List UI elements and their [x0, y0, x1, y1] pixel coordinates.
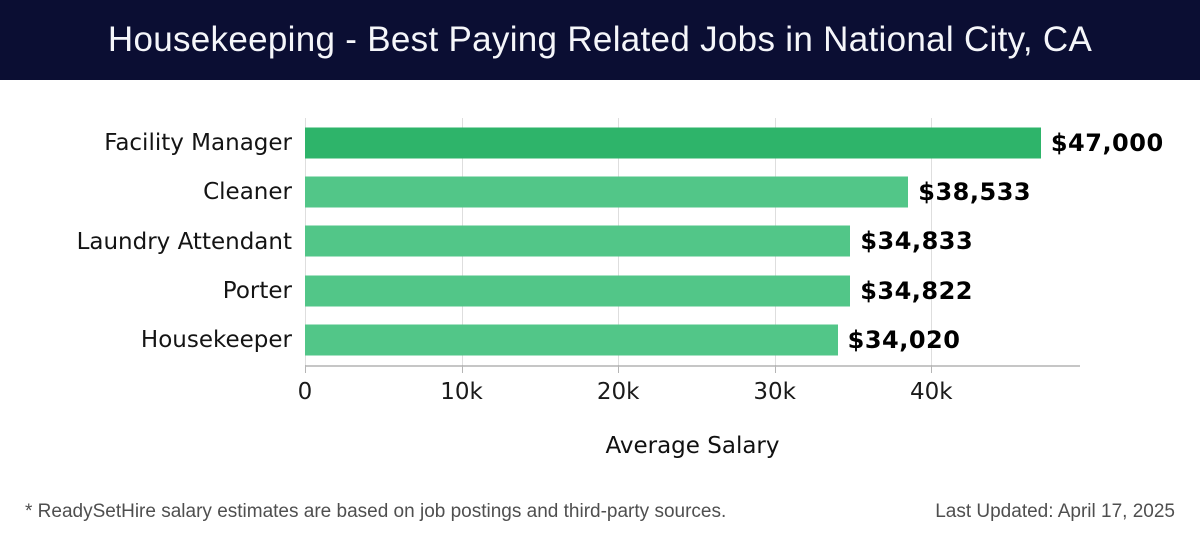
x-axis-ticks: 0 10k 20k 30k 40k [298, 379, 1080, 409]
axis-tick [618, 365, 620, 373]
bar [305, 127, 1041, 159]
axis-tick [774, 365, 776, 373]
x-axis-title: Average Salary [605, 433, 780, 459]
axis-tick [305, 365, 306, 373]
x-tick-label: 30k [753, 379, 796, 405]
bar [305, 176, 909, 208]
bar-value-label: $34,822 [860, 276, 973, 305]
plot-area: $47,000 $38,533 $34,833 $34,822 $34,020 [305, 118, 1163, 373]
category-label: Porter [222, 277, 292, 304]
x-tick-label: 40k [909, 379, 953, 405]
bar-row: $34,833 [305, 217, 1080, 266]
bar-row: $34,020 [305, 316, 1080, 365]
chart-title: Housekeeping - Best Paying Related Jobs … [107, 20, 1093, 59]
category-label: Laundry Attendant [76, 228, 292, 255]
x-tick-label: 10k [440, 379, 483, 405]
bar [305, 324, 838, 356]
title-bar: Housekeeping - Best Paying Related Jobs … [0, 0, 1200, 80]
y-axis-labels: Facility Manager Cleaner Laundry Attendant… [0, 118, 292, 365]
category-label: Cleaner [203, 179, 292, 206]
bar-row: $38,533 [305, 167, 1080, 216]
bar-value-label: $34,833 [860, 227, 974, 256]
footnote: * ReadySetHire salary estimates are base… [25, 501, 727, 522]
bar [305, 275, 851, 307]
bar-value-label: $47,000 [1050, 128, 1164, 157]
bar-value-label: $34,020 [847, 326, 961, 355]
bar [305, 225, 851, 257]
category-label: Facility Manager [104, 129, 292, 156]
bar-value-label: $38,533 [918, 178, 1032, 207]
bar-row: $47,000 [305, 118, 1163, 167]
axis-tick [461, 365, 463, 373]
x-tick-label: 20k [596, 379, 640, 405]
category-label: Housekeeper [140, 327, 292, 354]
x-tick-label: 0 [297, 379, 313, 405]
last-updated: Last Updated: April 17, 2025 [935, 501, 1175, 522]
axis-tick [931, 365, 933, 373]
bar-row: $34,822 [305, 266, 1080, 315]
gridline [931, 118, 933, 365]
